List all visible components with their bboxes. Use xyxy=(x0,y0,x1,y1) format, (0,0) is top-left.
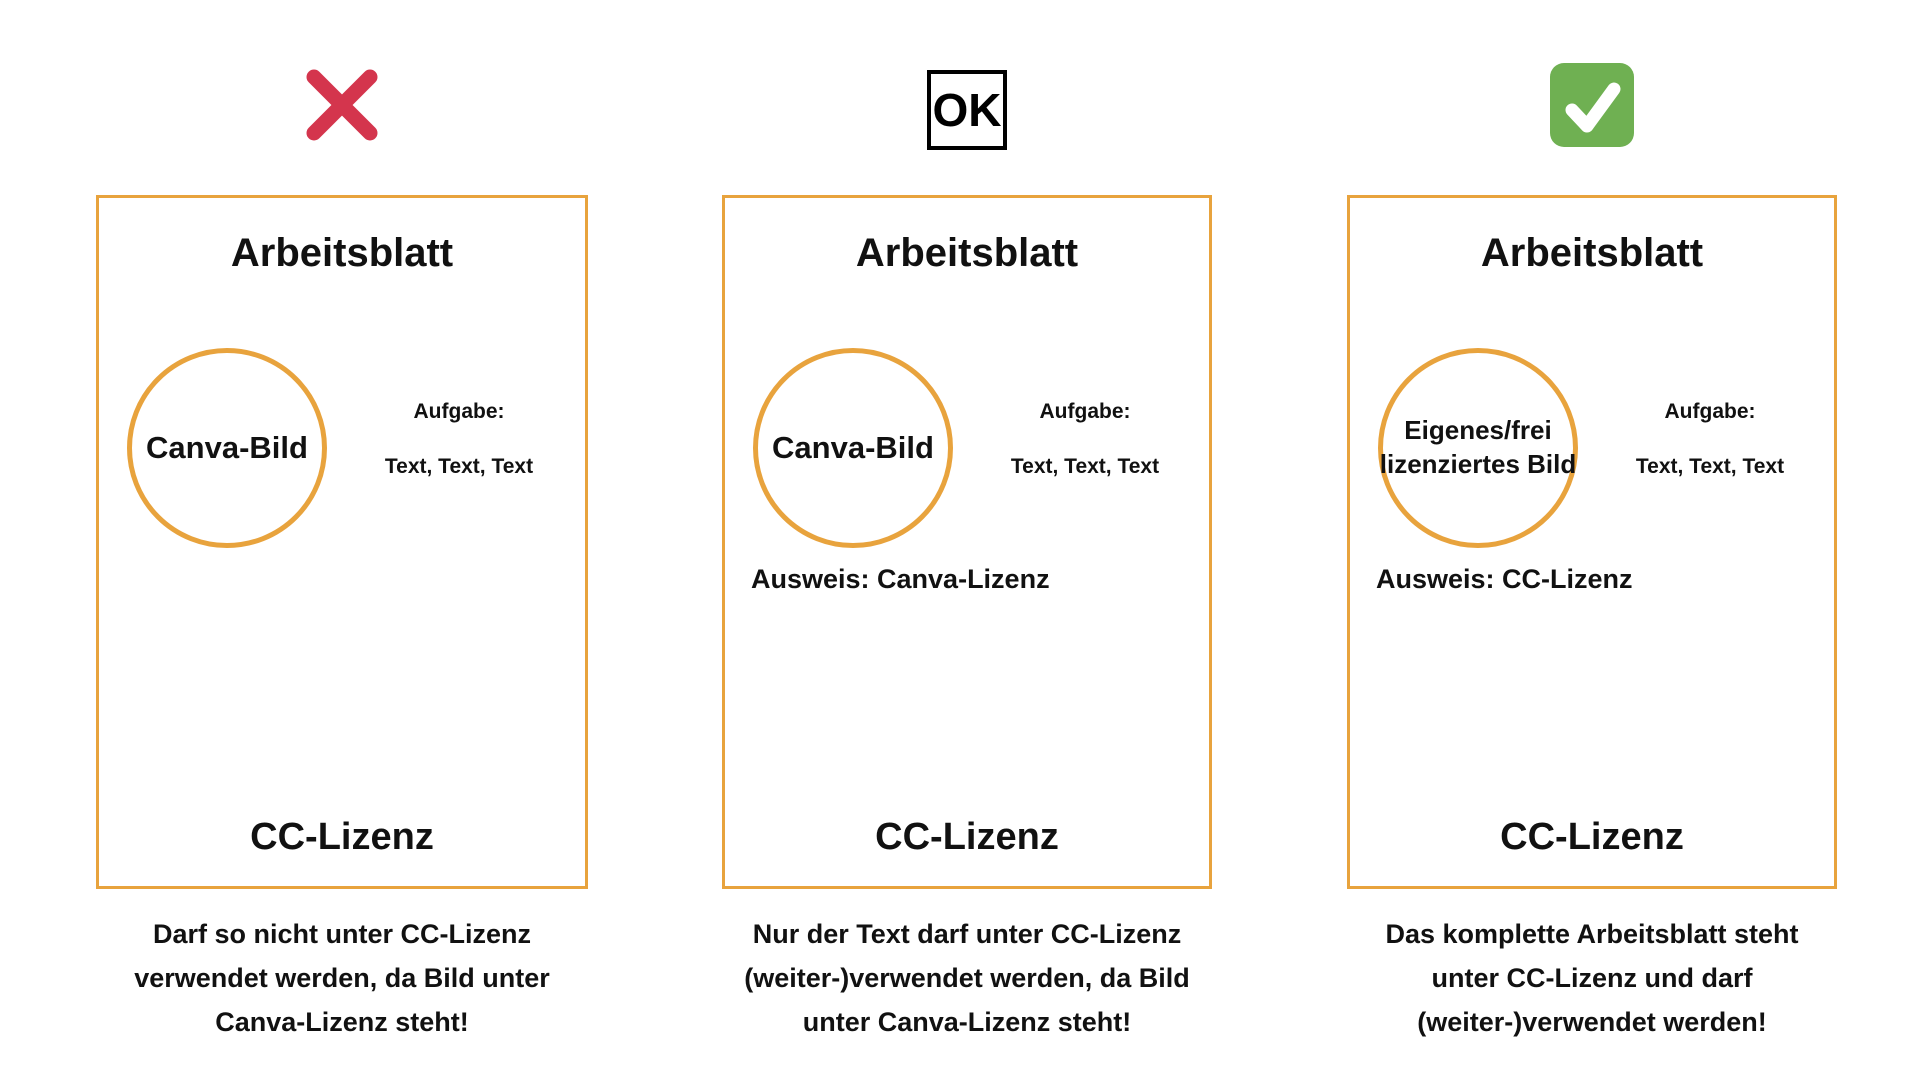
checkmark-icon-svg xyxy=(1550,63,1634,147)
task-label: Aufgabe: xyxy=(1039,400,1131,423)
ok-badge-label: OK xyxy=(932,84,1002,136)
caption-line: (weiter-)verwendet werden! xyxy=(1417,1007,1767,1037)
worksheet-card: Arbeitsblatt Eigenes/frei lizenziertes B… xyxy=(1347,195,1837,889)
task-text: Text, Text, Text xyxy=(1635,455,1785,478)
caption-line: Canva-Lizenz steht! xyxy=(215,1007,469,1037)
x-icon-svg xyxy=(306,69,378,141)
task-label: Aufgabe: xyxy=(413,400,505,423)
caption-line: unter CC-Lizenz und darf xyxy=(1431,963,1753,993)
worksheet-card: Arbeitsblatt Canva-Bild Aufgabe: Text, T… xyxy=(722,195,1212,889)
license-attribution: Ausweis: CC-Lizenz xyxy=(1376,564,1633,594)
column-not-allowed: Arbeitsblatt Canva-Bild Aufgabe: Text, T… xyxy=(96,0,588,1080)
worksheet-title: Arbeitsblatt xyxy=(855,231,1079,275)
caption-line: verwendet werden, da Bild unter xyxy=(134,963,550,993)
x-icon xyxy=(301,64,383,146)
worksheet-title: Arbeitsblatt xyxy=(1480,231,1704,275)
image-circle: Canva-Bild xyxy=(127,348,327,548)
caption: Darf so nicht unter CC-Lizenz verwendet … xyxy=(71,912,613,1044)
image-circle-label: Canva-Bild xyxy=(772,429,934,465)
task-text: Text, Text, Text xyxy=(1010,455,1160,478)
column-partially-ok: OK Arbeitsblatt Canva-Bild Aufgabe: Text… xyxy=(722,0,1212,1080)
image-circle-label: Eigenes/frei lizenziertes Bild xyxy=(1379,415,1577,479)
column-allowed: Arbeitsblatt Eigenes/frei lizenziertes B… xyxy=(1347,0,1837,1080)
worksheet-card: Arbeitsblatt Canva-Bild Aufgabe: Text, T… xyxy=(96,195,588,889)
caption-line: Nur der Text darf unter CC-Lizenz xyxy=(752,919,1182,949)
license-attribution: Ausweis: Canva-Lizenz xyxy=(751,564,1050,594)
worksheet-title: Arbeitsblatt xyxy=(230,231,454,275)
license-footer: CC-Lizenz xyxy=(1500,816,1684,858)
caption-line: Darf so nicht unter CC-Lizenz xyxy=(152,919,531,949)
task-label: Aufgabe: xyxy=(1664,400,1756,423)
caption-line: unter Canva-Lizenz steht! xyxy=(802,1007,1132,1037)
caption-line: (weiter-)verwendet werden, da Bild xyxy=(744,963,1190,993)
checkmark-icon xyxy=(1549,62,1635,148)
caption: Nur der Text darf unter CC-Lizenz (weite… xyxy=(697,912,1237,1044)
license-footer: CC-Lizenz xyxy=(250,816,434,858)
task-block: Aufgabe: Text, Text, Text xyxy=(1605,400,1815,479)
caption: Das komplette Arbeitsblatt steht unter C… xyxy=(1322,912,1862,1044)
ok-badge-icon: OK xyxy=(927,70,1007,150)
image-circle: Canva-Bild xyxy=(753,348,953,548)
task-block: Aufgabe: Text, Text, Text xyxy=(980,400,1190,479)
task-text: Text, Text, Text xyxy=(384,455,534,478)
image-circle: Eigenes/frei lizenziertes Bild xyxy=(1378,348,1578,548)
task-block: Aufgabe: Text, Text, Text xyxy=(354,400,564,479)
license-footer: CC-Lizenz xyxy=(875,816,1059,858)
caption-line: Das komplette Arbeitsblatt steht xyxy=(1385,919,1799,949)
image-circle-label: Canva-Bild xyxy=(146,429,308,465)
